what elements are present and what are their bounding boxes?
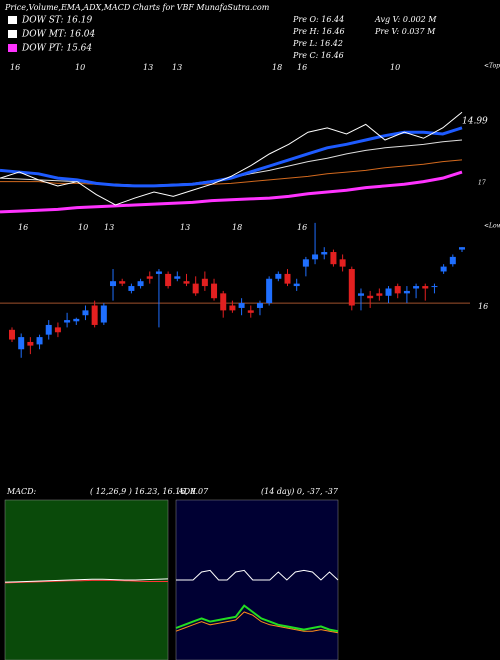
- candle-body: [73, 318, 80, 322]
- candle-body: [100, 305, 107, 323]
- date-label: 10: [78, 223, 88, 232]
- candle-body: [165, 273, 172, 287]
- series-line: [0, 126, 463, 188]
- date-label: 18: [232, 223, 242, 232]
- candle-body: [64, 320, 71, 323]
- candle-body: [422, 286, 429, 289]
- pre-label: Pre L: 16.42: [292, 39, 343, 48]
- series-line: [0, 111, 463, 206]
- candle-body: [431, 286, 438, 288]
- candle-body: [312, 254, 319, 260]
- candle-body: [413, 286, 420, 289]
- candle-body: [9, 329, 15, 340]
- date-label: 16: [297, 63, 307, 72]
- candle-body: [146, 276, 153, 279]
- series-line: [4, 579, 168, 584]
- legend-swatch: [8, 30, 17, 38]
- candle-body: [440, 266, 447, 272]
- candle-body: [367, 295, 374, 299]
- candle-body: [238, 303, 245, 308]
- candle-body: [339, 259, 346, 267]
- annotation: <Lows: [484, 223, 500, 230]
- candle-body: [376, 293, 383, 296]
- candle-body: [192, 283, 199, 294]
- candle-body: [266, 278, 273, 304]
- candle-body: [449, 256, 456, 265]
- candle-body: [293, 283, 300, 287]
- candle-body: [403, 290, 410, 294]
- annotation: 14.99: [462, 117, 488, 127]
- candle-body: [91, 305, 98, 325]
- series-line: [176, 569, 339, 581]
- candle-body: [155, 271, 162, 274]
- volume-label: Pre V: 0.037 M: [374, 27, 436, 36]
- candle-body: [357, 293, 364, 296]
- panel-title: MACD:: [6, 487, 37, 496]
- series-line: [175, 604, 339, 633]
- date-label: 13: [180, 223, 190, 232]
- date-label: 13: [172, 63, 182, 72]
- candle-body: [183, 281, 190, 284]
- candle-body: [284, 273, 291, 284]
- candle-body: [119, 281, 126, 284]
- candle-body: [18, 337, 25, 350]
- candle-body: [211, 283, 218, 299]
- date-label: 10: [390, 63, 400, 72]
- panel-title: ADX: [177, 487, 196, 496]
- candle-body: [348, 269, 355, 306]
- pre-label: Pre C: 16.46: [292, 51, 344, 60]
- candle-body: [385, 288, 392, 296]
- candle-body: [137, 281, 144, 287]
- series-line: [0, 170, 463, 214]
- candle-body: [110, 281, 117, 287]
- date-label: 16: [18, 223, 28, 232]
- candle-body: [256, 303, 263, 308]
- candle-body: [394, 286, 401, 294]
- candle-body: [82, 310, 89, 316]
- candle-body: [229, 305, 236, 311]
- candle-body: [330, 252, 337, 265]
- annotation: <Tops: [484, 63, 500, 70]
- volume-label: Avg V: 0.002 M: [374, 15, 437, 24]
- date-label: 16: [10, 63, 20, 72]
- date-label: 18: [272, 63, 282, 72]
- candle-body: [54, 327, 61, 333]
- series-line: [4, 578, 169, 583]
- date-label: 13: [143, 63, 153, 72]
- annotation: 17: [478, 180, 486, 187]
- candle-body: [45, 324, 52, 335]
- candle-body: [174, 276, 181, 279]
- candle-body: [220, 293, 227, 311]
- candle-body: [275, 273, 282, 279]
- legend-swatch: [8, 16, 17, 24]
- dow-label: DOW PT: 15.64: [21, 44, 92, 54]
- legend-swatch: [8, 44, 17, 52]
- pre-label: Pre H: 16.46: [292, 27, 345, 36]
- pre-label: Pre O: 16.44: [292, 15, 344, 24]
- date-label: 16: [297, 223, 307, 232]
- series-line: [175, 611, 339, 634]
- dow-label: DOW MT: 16.04: [21, 30, 96, 40]
- series-line: [0, 159, 463, 186]
- dow-label: DOW ST: 16.19: [21, 16, 92, 26]
- y-tick-label: 16: [478, 302, 488, 311]
- date-label: 10: [75, 63, 85, 72]
- candle-body: [459, 247, 465, 250]
- panel-params: (14 day) 0, -37, -37: [261, 487, 339, 496]
- candle-body: [321, 252, 328, 255]
- candle-body: [201, 278, 208, 287]
- candle-body: [247, 310, 254, 313]
- candle-body: [27, 341, 34, 346]
- candle-body: [36, 337, 43, 345]
- candle-body: [128, 286, 135, 291]
- candle-body: [302, 259, 309, 267]
- panel-params: ( 12,26,9 ) 16.23, 16.16, 0.07: [90, 487, 209, 496]
- date-label: 13: [104, 223, 114, 232]
- page-title: Price,Volume,EMA,ADX,MACD Charts for VBF…: [4, 3, 270, 12]
